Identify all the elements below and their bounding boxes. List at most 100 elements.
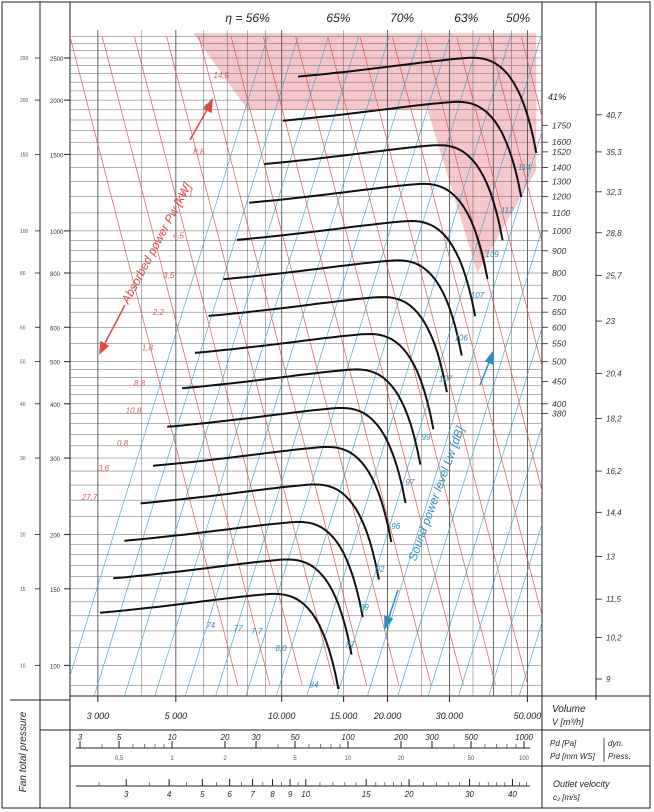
x-tick-label: 15.000 [330, 711, 358, 721]
efficiency-line [154, 36, 359, 696]
velocity-tick-label: 20 [404, 790, 414, 799]
mm-tick-label: 250 [20, 56, 29, 62]
tip-speed-label: 35,3 [606, 148, 622, 157]
efficiency-line [93, 36, 299, 696]
sound-power-value: 96 [391, 522, 400, 531]
tip-speed-label: 9 [606, 675, 611, 684]
mm-tick-label: 80 [20, 271, 26, 277]
mm-tick-label: 200 [20, 98, 29, 104]
efficiency-line [367, 130, 542, 696]
power-line [70, 36, 239, 686]
power-line [166, 36, 335, 686]
power-value: 1,8 [142, 344, 154, 353]
speed-tick-label: 1000 [552, 226, 571, 236]
speed-tick-label: 800 [552, 268, 566, 278]
mm-tick-label: 100 [20, 229, 29, 235]
speed-tick-label: 600 [552, 322, 566, 332]
mm-tick-label: 10 [20, 663, 26, 669]
power-line [198, 36, 368, 686]
pd-tick-label: 500 [464, 733, 478, 742]
fan-curve [124, 520, 364, 618]
tip-speed-label: 32,3 [606, 188, 622, 197]
axes: 2500200015001000800600500400300200150100… [20, 56, 622, 799]
sound-power-value: 77 [234, 624, 243, 633]
y-tick-label: 2000 [50, 99, 64, 105]
speed-tick-label: 1200 [552, 191, 571, 201]
pd-tick-label: 3 [78, 733, 83, 742]
power-value: 6,1 [182, 189, 193, 198]
data-labels: 84 87 89 92 96 97 99 107 106 107 109 112 114 74 77 7,7 8… [81, 11, 566, 689]
y-tick-label: 1500 [50, 153, 64, 159]
speed-tick-label: 1300 [552, 176, 571, 186]
power-line [101, 36, 271, 686]
fan-curve [264, 144, 504, 241]
sound-power-value: 106 [454, 333, 468, 342]
x-tick-label: 30.000 [436, 711, 464, 721]
pd-mm-tick-label: 5 [293, 756, 297, 762]
tip-speed-label: 14,4 [606, 508, 622, 517]
fan-total-pressure-label: Fan total pressure [18, 711, 29, 792]
power-value: 3,6 [98, 464, 110, 473]
y-tick-label: 200 [50, 534, 61, 540]
sound-power-value: 87 [346, 640, 355, 649]
efficiency-line [124, 36, 329, 696]
pd-mm-tick-label: 1 [170, 756, 174, 762]
fan-curve [208, 296, 448, 393]
efficiency-label: 63% [454, 11, 478, 25]
sound-power-value: 109 [486, 250, 500, 259]
fan-curve [223, 259, 463, 356]
x-tick-label: 20.000 [373, 711, 402, 721]
efficiency-line [306, 36, 511, 696]
power-value: 8,8 [193, 147, 205, 156]
fan-curve [249, 182, 489, 280]
volume-symbol: V [m³/h] [552, 717, 584, 727]
fan-curve [236, 219, 477, 317]
pd-tick-label: 200 [393, 733, 408, 742]
power-value: 2,2 [152, 308, 165, 317]
efficiency-line [184, 36, 390, 696]
velocity-tick-label: 15 [362, 790, 371, 799]
press-label: Press. [608, 752, 631, 761]
speed-tick-label: 1600 [552, 137, 571, 147]
pd-tick-label: 300 [425, 733, 439, 742]
sound-power-value: 92 [376, 565, 385, 574]
power-value: 8,8 [134, 379, 146, 388]
speed-tick-label: 700 [552, 293, 566, 303]
fan-curve [167, 407, 407, 504]
velocity-tick-label: 40 [508, 790, 517, 799]
power-arrows [99, 98, 213, 355]
fan-curve [282, 100, 523, 198]
sound-power-value: 74 [206, 621, 215, 630]
fan-curve [182, 368, 422, 465]
velocity-tick-label: 6 [227, 790, 232, 799]
mm-tick-label: 50 [20, 360, 26, 366]
power-line [424, 36, 542, 493]
speed-tick-label: 1400 [552, 162, 571, 172]
velocity-tick-label: 4 [167, 790, 172, 799]
tip-speed-label: 13 [606, 553, 615, 562]
power-line [359, 36, 529, 686]
speed-tick-label: 550 [552, 339, 566, 349]
sound-power-value: 84 [310, 680, 319, 689]
tip-speed-label: 11,5 [606, 595, 622, 604]
velocity-tick-label: 10 [301, 790, 310, 799]
sound-power-value: 107 [471, 291, 485, 300]
mm-tick-label: 40 [20, 402, 26, 408]
fan-curve [194, 332, 435, 430]
power-line [263, 36, 432, 686]
tip-speed-label: 23 [605, 317, 615, 326]
sound-power-value: 107 [439, 375, 453, 384]
efficiency-label: η = 56% [225, 11, 270, 25]
power-value: 27,7 [81, 493, 98, 502]
pd-mm-tick-label: 2 [223, 756, 227, 762]
power-line [134, 36, 303, 686]
velocity-tick-label: 8 [270, 790, 275, 799]
y-tick-label: 150 [50, 588, 61, 594]
efficiency-line [397, 228, 542, 696]
velocity-tick-label: 5 [200, 790, 205, 799]
x-tick-label: 10.000 [268, 711, 296, 721]
speed-tick-label: 1100 [552, 208, 571, 218]
outlet-velocity-symbol: c₂ [m/s] [553, 793, 580, 802]
velocity-tick-label: 9 [288, 790, 293, 799]
